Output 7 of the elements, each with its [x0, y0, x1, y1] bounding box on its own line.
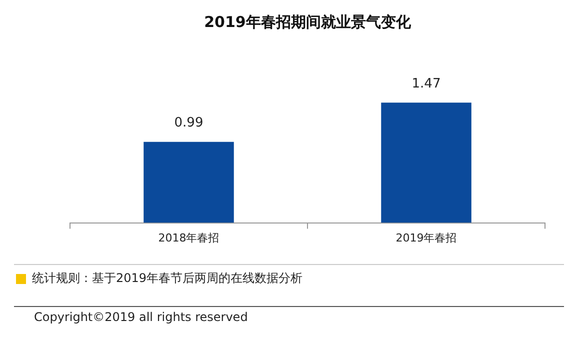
text: 统计规则：基于2019年春节后两周的在线数据分析	[32, 270, 303, 287]
chart-title: 2019年春招期间就业景气变化	[204, 12, 412, 31]
x-tick-label: 2018年春招	[158, 231, 220, 244]
text: Copyright©2019 all rights reserved	[34, 310, 248, 324]
data-label: 1.47	[412, 76, 441, 92]
data-label: 0.99	[174, 116, 204, 131]
x-tick-label: 2019年春招	[396, 231, 457, 244]
